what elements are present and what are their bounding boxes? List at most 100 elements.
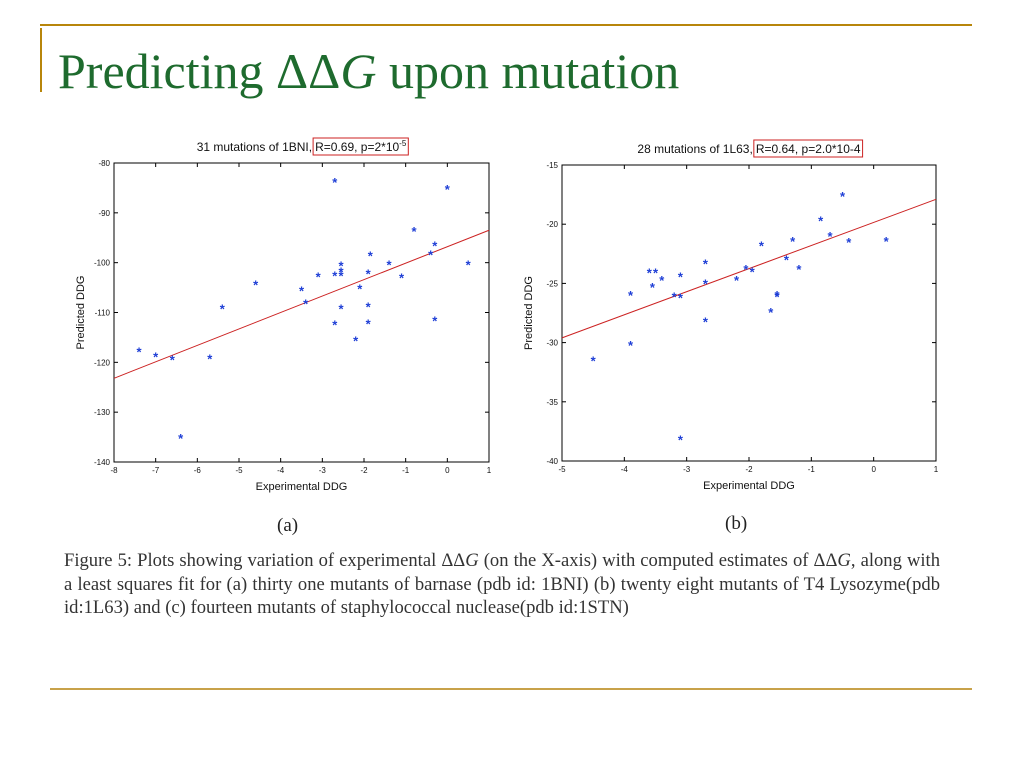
plot-b-point: * (653, 266, 659, 281)
plot-a-point: * (339, 265, 345, 280)
plot-b-ytick-label: -20 (546, 220, 558, 229)
plot-b-axes-box (561, 164, 937, 462)
plot-b-ytick-label: -25 (546, 279, 558, 288)
plot-b-point: * (650, 280, 656, 295)
plot-a-point: * (299, 284, 305, 299)
plot-b-fit-line (561, 198, 937, 339)
plot-b-xtick-label: -5 (558, 465, 566, 474)
plot-b-point: * (659, 273, 665, 288)
plot-a-point: * (399, 271, 405, 286)
plot-a-ytick-label: -140 (94, 458, 111, 467)
plot-a-fit-line (113, 229, 490, 379)
plot-a-point: * (339, 269, 345, 284)
plot-a-title-exponent: -5 (399, 139, 407, 148)
plot-a-xtick-label: -4 (277, 466, 285, 475)
plot-b-point: * (768, 305, 774, 320)
plot-b-point: * (628, 288, 634, 303)
plot-a-point: * (332, 317, 338, 332)
plot-a-point: * (178, 431, 184, 446)
title-variable: G (340, 43, 377, 99)
plot-a-point: * (332, 269, 338, 284)
plot-b-ytick-label: -15 (546, 161, 558, 170)
plot-b-xtick-label: -2 (745, 465, 753, 474)
plot-a-xtick-label: 1 (487, 466, 492, 475)
plot-a-point: * (339, 259, 345, 274)
figure-caption: Figure 5: Plots showing variation of exp… (64, 549, 940, 620)
plot-a-point: * (445, 182, 451, 197)
accent-bottom-line (50, 688, 972, 690)
plot-a-xtick-label: -7 (152, 466, 160, 475)
panel-label-b: (b) (725, 513, 748, 534)
plot-b-point: * (591, 353, 597, 368)
plot-a-point: * (332, 175, 338, 190)
plot-a-point: * (368, 249, 374, 264)
plot-b-point: * (703, 256, 709, 271)
plot-b-ylabel: Predicted DDG (523, 276, 535, 350)
caption-symbol2: ΔΔ (813, 550, 838, 571)
plot-a-ytick-label: -130 (94, 408, 111, 417)
plot-b-point: * (759, 239, 765, 254)
plot-b-point: * (846, 235, 852, 250)
plot-a-point: * (432, 313, 438, 328)
plot-a-xtick-label: -6 (194, 466, 202, 475)
plot-b-point: * (784, 253, 790, 268)
plot-b-point: * (678, 269, 684, 284)
plot-b-point: * (628, 338, 634, 353)
plot-b-point: * (775, 289, 781, 304)
plot-b-point: * (818, 214, 824, 229)
plot-a-xtick-label: 0 (445, 466, 450, 475)
plot-a-point: * (386, 258, 392, 273)
plot-b-point: * (703, 276, 709, 291)
panel-label-a: (a) (277, 515, 299, 536)
title-prefix: Predicting (58, 43, 277, 99)
plot-b-ytick-label: -35 (546, 398, 558, 407)
plot-a-title-highlight-box (312, 137, 409, 156)
plot-b-point: * (672, 289, 678, 304)
plot-b-point: * (647, 266, 653, 281)
plot-b-point: * (743, 262, 749, 277)
plot-a-point: * (153, 349, 159, 364)
plot-a-ytick-label: -90 (98, 209, 110, 218)
plot-a-point: * (366, 316, 372, 331)
plot-b-point: * (678, 433, 684, 448)
plot-a-point: * (366, 267, 372, 282)
plot-a-title-stats: R=0.69, p=2*10 (315, 140, 399, 154)
plot-a-xtick-label: -3 (319, 466, 327, 475)
plot-a-point: * (353, 333, 359, 348)
plot-a-xtick-label: -8 (110, 466, 118, 475)
plot-b-point: * (775, 288, 781, 303)
plot-a-point: * (466, 258, 472, 273)
accent-top-line (40, 24, 972, 26)
plot-a-ytick-label: -120 (94, 358, 111, 367)
plot-b-point: * (750, 265, 756, 280)
plot-a-point: * (253, 278, 259, 293)
plot-a-point: * (357, 282, 363, 297)
plot-b-point: * (884, 234, 890, 249)
title-symbol: ΔΔ (276, 43, 341, 99)
plot-a-point: * (339, 302, 345, 317)
plot-a-title: 31 mutations of 1BNI, (197, 140, 312, 154)
plot-a-xtick-label: -5 (235, 466, 243, 475)
plot-b-ytick-label: -40 (546, 457, 558, 466)
plot-b-xtick-label: -3 (683, 465, 691, 474)
plot-a-point: * (220, 302, 226, 317)
plot-a-ylabel: Predicted DDG (75, 276, 87, 350)
plot-a-xtick-label: -2 (360, 466, 368, 475)
plot-b-ytick-label: -30 (546, 339, 558, 348)
caption-var2: G (837, 550, 851, 571)
caption-symbol1: ΔΔ (441, 550, 466, 571)
caption-var1: G (465, 550, 479, 571)
plot-a-ytick-label: -80 (98, 159, 110, 168)
accent-vertical-line (40, 28, 42, 92)
plot-b-point: * (678, 291, 684, 306)
plot-b-point: * (703, 314, 709, 329)
plot-b-point: * (796, 262, 802, 277)
plot-a-point: * (411, 224, 417, 239)
plot-a-ytick-label: -110 (95, 309, 111, 318)
plot-b-point: * (840, 189, 846, 204)
plot-b-point: * (790, 234, 796, 249)
plot-a-point: * (136, 344, 142, 359)
caption-part3: , along with a least squares fit for (a)… (64, 550, 940, 618)
plot-b-xtick-label: 0 (871, 465, 876, 474)
